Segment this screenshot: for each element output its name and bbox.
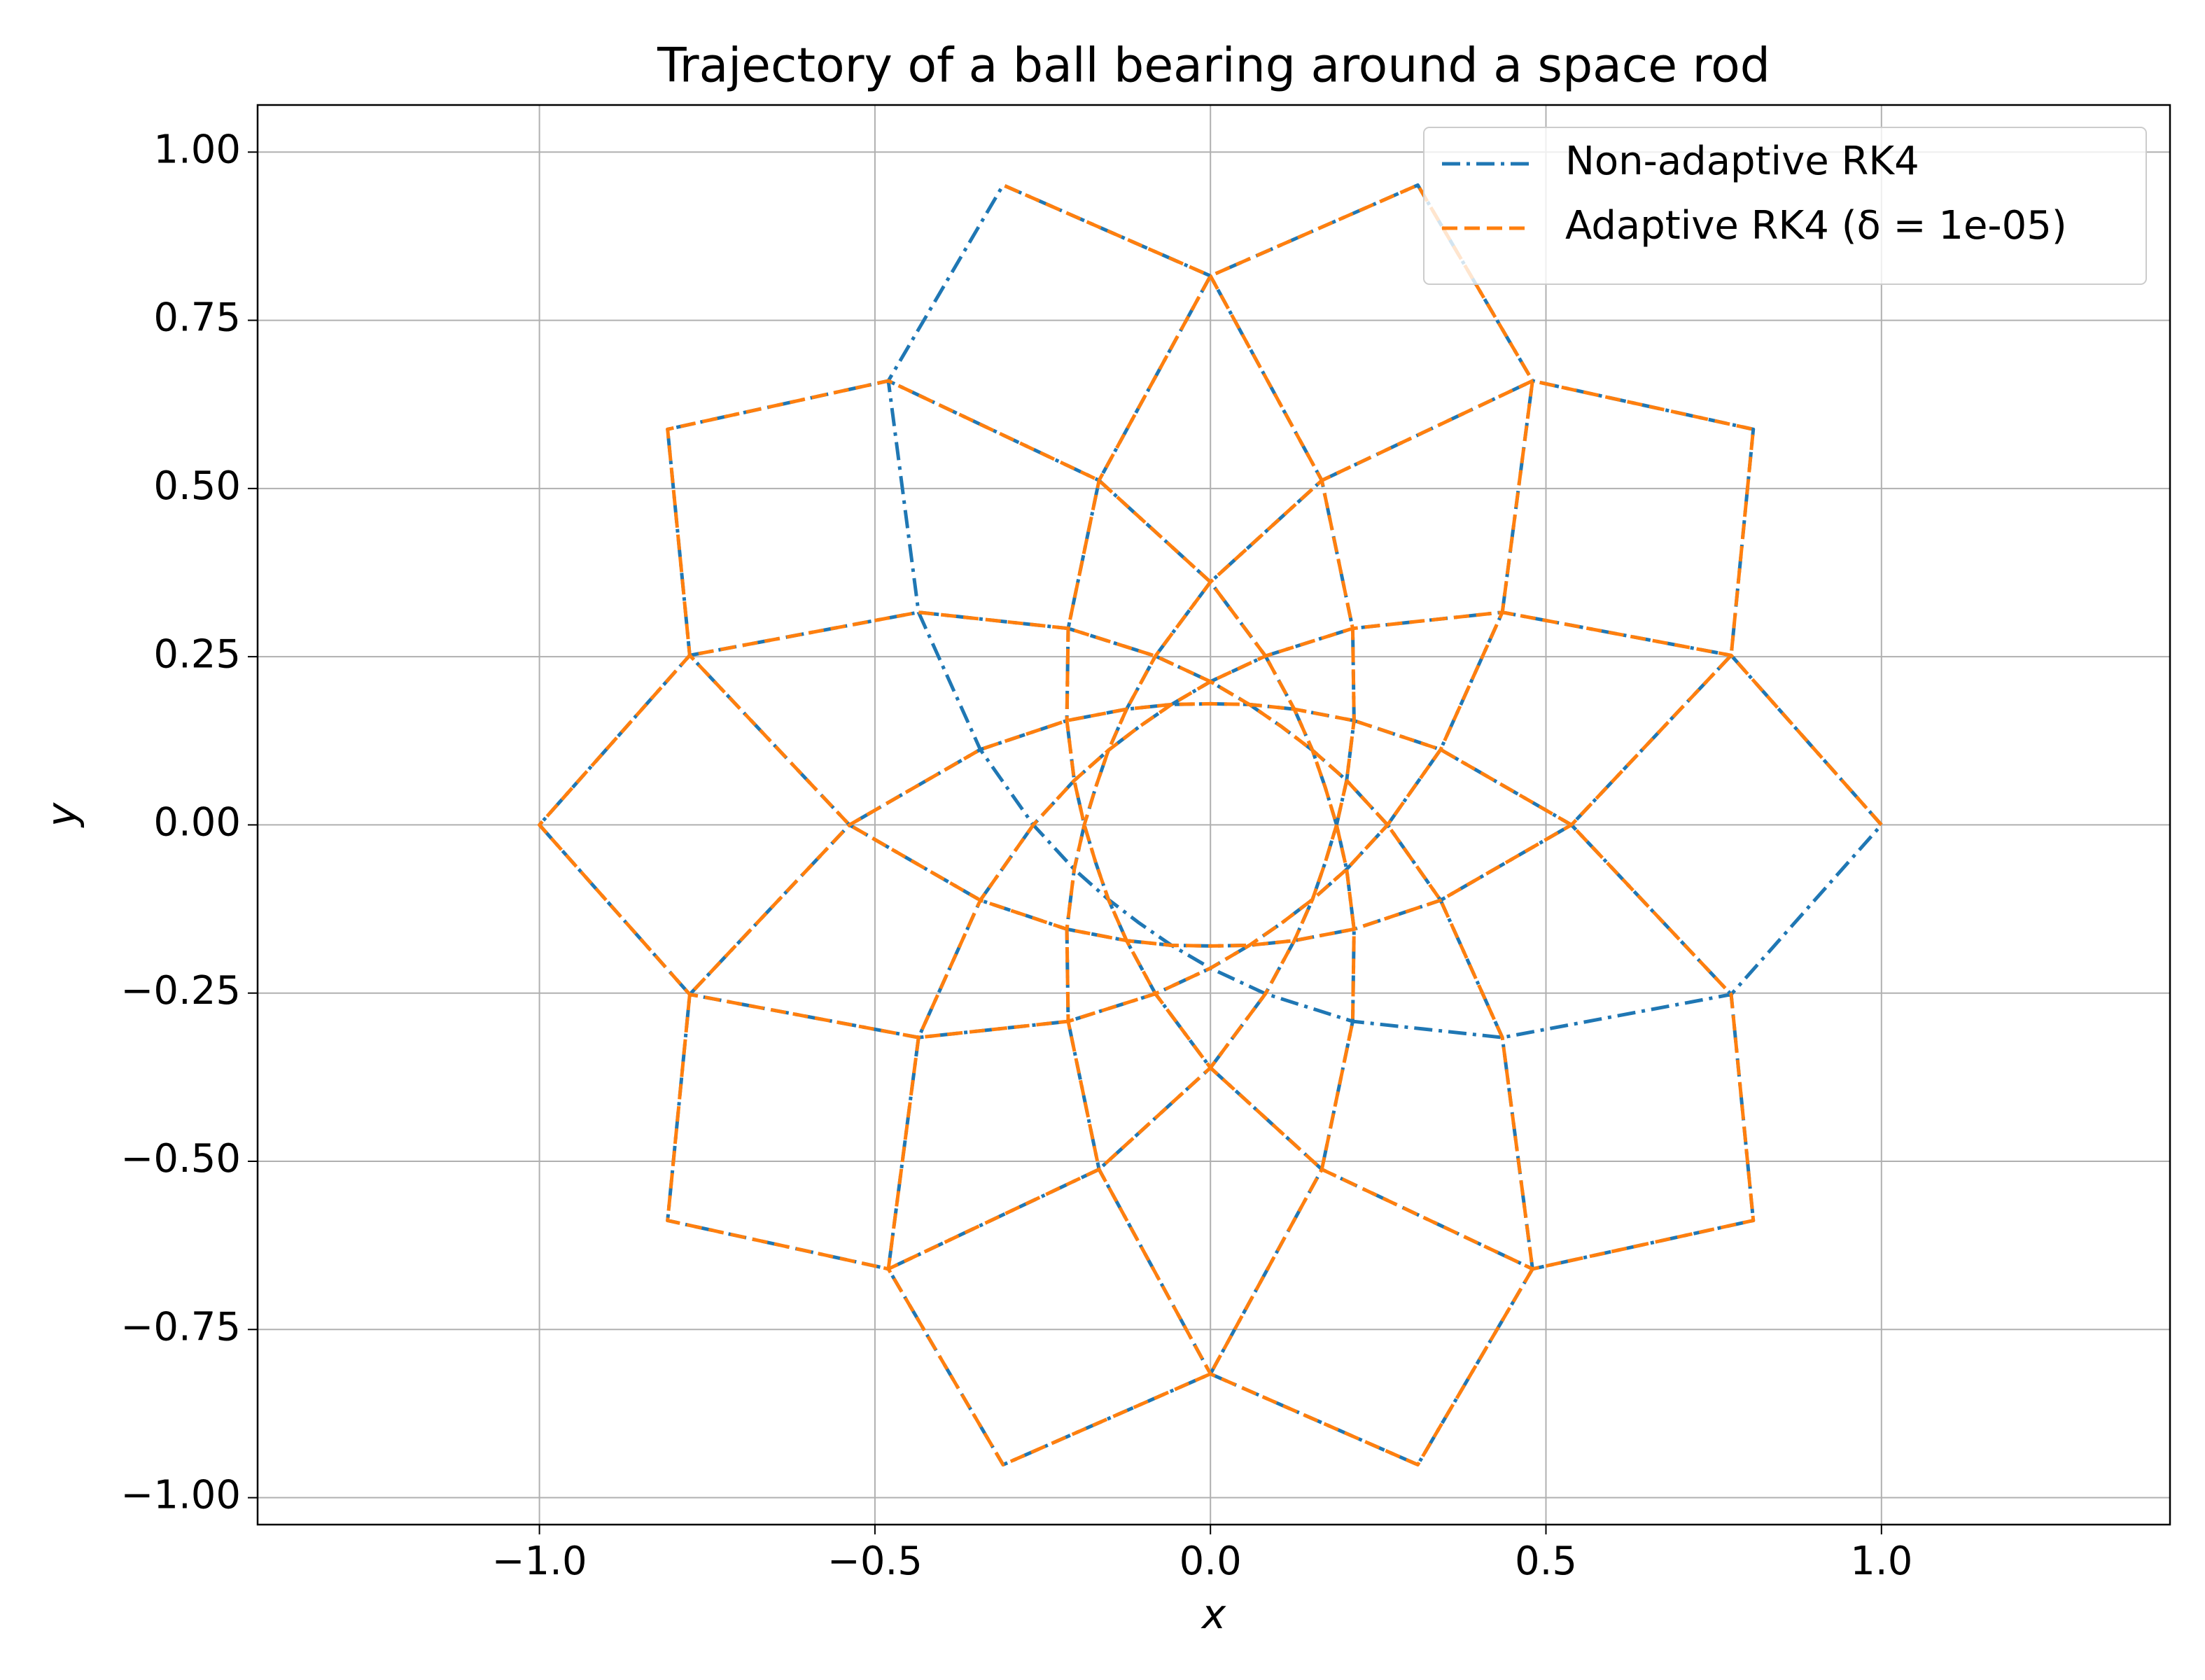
axes-frame [256,104,2171,1526]
legend: Non-adaptive RK4 Adaptive RK4 (δ = 1e-05) [1423,127,2147,285]
y-tick-label: 1.00 [153,127,241,172]
legend-box [1423,127,2147,285]
chart-title: Trajectory of a ball bearing around a sp… [657,38,1770,94]
x-tick-label: 0.0 [1180,1539,1242,1584]
y-tick-label: −1.00 [120,1473,241,1518]
grid [258,105,2170,1525]
y-tick-label: 0.00 [153,800,241,846]
y-tick-label: 0.50 [153,463,241,509]
y-tick-label: −0.25 [120,968,241,1014]
y-tick-label: 0.25 [153,631,241,677]
y-tick-label: −0.50 [120,1136,241,1182]
y-tick-label: −0.75 [120,1304,241,1350]
legend-label: Non-adaptive RK4 [1565,139,1919,184]
x-tick-label: −1.0 [492,1539,587,1584]
legend-label: Adaptive RK4 (δ = 1e-05) [1565,203,2067,248]
x-tick-label: −0.5 [827,1539,923,1584]
y-axis-label: y [38,802,85,828]
trajectory-line [538,183,1883,1466]
ticks: −1.0 −0.5 0.0 0.5 1.0 −1.00 −0.75 −0.50 −0.25 0.0… [120,127,1912,1584]
y-tick-label: 0.75 [153,295,241,341]
plot-area [538,183,1883,1466]
x-axis-label: x [1200,1590,1226,1638]
x-tick-label: 0.5 [1515,1539,1577,1584]
x-tick-label: 1.0 [1850,1539,1912,1584]
